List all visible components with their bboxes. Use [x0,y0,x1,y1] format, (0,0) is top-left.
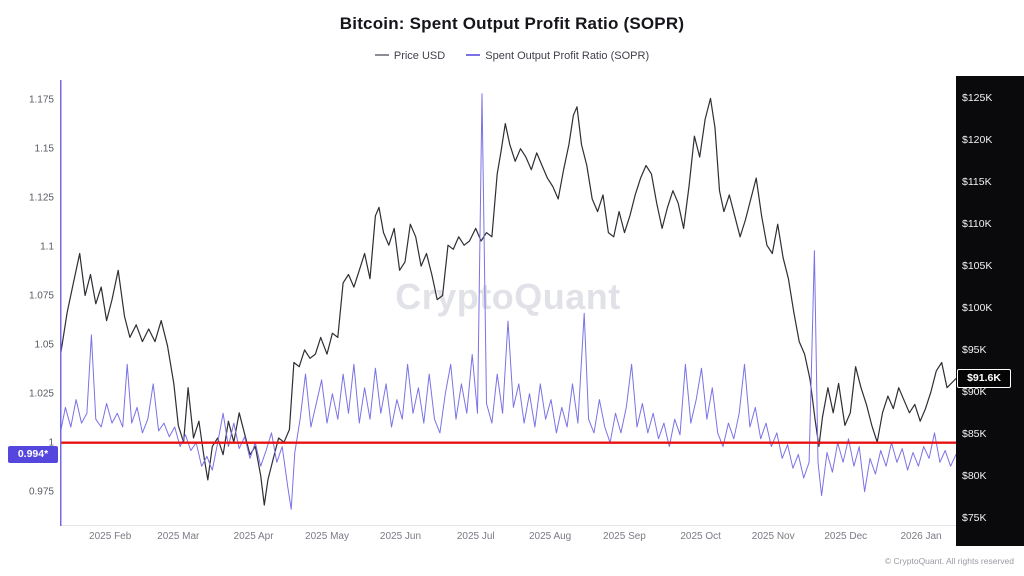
left-axis-sopr: 1.175 1.15 1.125 1.1 1.075 1.05 1.025 1 0.975 [0,0,54,576]
chart-plot-area[interactable] [59,80,957,526]
right-axis-price: $125K $120K $115K $110K $105K $100K $95K $90K $8… [962,0,1022,576]
x-axis-label: 2025 Oct [680,531,721,542]
left-axis-tick: 1.025 [28,388,54,400]
x-axis-label: 2025 Nov [751,531,795,542]
x-axis-label: 2025 Apr [233,531,274,542]
right-axis-strip [956,76,1024,546]
sopr-line-swatch [466,54,481,57]
right-axis-tick: $100K [962,302,993,315]
right-axis-tick: $120K [962,134,993,147]
x-axis-label: 2025 Mar [157,531,200,542]
chart-canvas[interactable] [59,80,957,526]
x-axis-label: 2025 May [305,531,349,542]
x-axis-label: 2025 Feb [89,531,132,542]
legend-label-sopr: Spent Output Profit Ratio (SOPR) [485,50,650,62]
right-axis-tick: $85K [962,427,987,440]
price-usd-line [59,97,957,506]
x-axis-label: 2025 Sep [603,531,646,542]
x-axis-label: 2025 Dec [824,531,868,542]
x-axis-label: 2025 Aug [528,531,572,542]
left-axis-tick: 1.15 [34,143,54,155]
left-axis-tick: 1.05 [34,339,54,351]
legend-item-sopr[interactable]: Spent Output Profit Ratio (SOPR) [466,50,649,62]
right-axis-tick: $95K [962,343,987,356]
x-axis-label: 2026 Jan [900,531,942,542]
right-axis-tick: $115K [962,176,992,189]
sopr-current-value-badge: 0.994* [8,445,58,463]
copyright-notice: © CryptoQuant. All rights reserved [884,556,1014,566]
legend-item-price-usd[interactable]: Price USD [374,50,446,62]
left-axis-tick: 1.075 [28,290,54,302]
right-axis-tick: $90K [962,385,987,398]
left-axis-tick: 1.175 [28,94,54,106]
left-axis-tick: 1 [48,437,54,449]
x-axis-label: 2025 Jul [456,531,495,542]
left-axis-tick: 1.1 [40,241,54,253]
left-axis-tick: 1.125 [28,192,54,204]
right-axis-tick: $125K [962,92,993,105]
right-axis-tick: $75K [962,511,987,524]
legend: Price USD Spent Output Profit Ratio (SOP… [0,50,1024,62]
right-axis-tick: $110K [962,218,992,231]
page-title: Bitcoin: Spent Output Profit Ratio (SOPR… [339,14,685,33]
x-axis-label: 2025 Jun [379,531,422,542]
legend-label-price-usd: Price USD [393,50,446,62]
right-axis-tick: $80K [962,469,987,482]
price-line-swatch [374,54,389,57]
price-current-value-badge: $91.6K [957,369,1011,389]
right-axis-tick: $105K [962,260,993,273]
sopr-line [59,93,957,510]
left-axis-tick: 0.975 [28,486,54,498]
